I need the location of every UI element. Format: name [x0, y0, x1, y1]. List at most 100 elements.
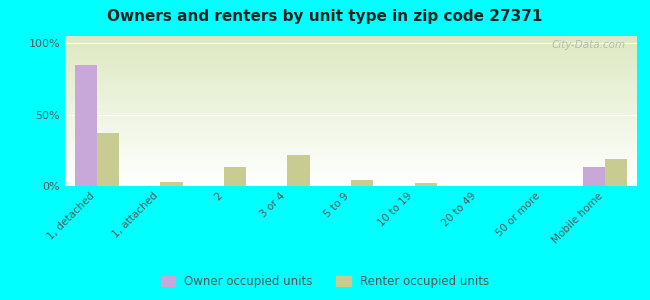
- Bar: [97, 133, 119, 186]
- Bar: [65, 38, 637, 39]
- Bar: [65, 76, 637, 78]
- Bar: [65, 114, 637, 116]
- Bar: [65, 142, 637, 144]
- Bar: [65, 50, 637, 51]
- Bar: [287, 154, 309, 186]
- Bar: [65, 82, 637, 84]
- Bar: [65, 156, 637, 158]
- Bar: [65, 64, 637, 66]
- Bar: [65, 148, 637, 150]
- Bar: [65, 85, 637, 87]
- Bar: [65, 93, 637, 94]
- Bar: [65, 108, 637, 110]
- Bar: [65, 96, 637, 98]
- Bar: [65, 129, 637, 130]
- Bar: [65, 99, 637, 100]
- Bar: [65, 46, 637, 48]
- Bar: [65, 58, 637, 60]
- Bar: [65, 184, 637, 186]
- Bar: [65, 152, 637, 153]
- Bar: [65, 177, 637, 178]
- Bar: [65, 126, 637, 128]
- Bar: [65, 51, 637, 52]
- Bar: [65, 48, 637, 50]
- Bar: [65, 36, 637, 38]
- Bar: [65, 180, 637, 182]
- Bar: [65, 134, 637, 135]
- Bar: [65, 158, 637, 159]
- Bar: [65, 74, 637, 75]
- Bar: [75, 64, 97, 186]
- Bar: [65, 111, 637, 112]
- Bar: [65, 150, 637, 152]
- Bar: [65, 172, 637, 174]
- Bar: [65, 169, 637, 171]
- Bar: [65, 57, 637, 58]
- Bar: [65, 138, 637, 140]
- Bar: [65, 123, 637, 124]
- Bar: [65, 44, 637, 45]
- Bar: [65, 183, 637, 184]
- Bar: [65, 81, 637, 82]
- Bar: [65, 70, 637, 72]
- Bar: [65, 135, 637, 136]
- Bar: [65, 103, 637, 105]
- Bar: [65, 42, 637, 44]
- Bar: [65, 154, 637, 156]
- Bar: [65, 75, 637, 76]
- Bar: [65, 132, 637, 134]
- Bar: [65, 106, 637, 108]
- Bar: [65, 117, 637, 118]
- Bar: [65, 141, 637, 142]
- Bar: [65, 100, 637, 102]
- Bar: [65, 136, 637, 138]
- Bar: [65, 110, 637, 111]
- Bar: [65, 153, 637, 154]
- Bar: [65, 182, 637, 183]
- Bar: [65, 60, 637, 61]
- Bar: [65, 124, 637, 126]
- Bar: [65, 98, 637, 99]
- Bar: [65, 165, 637, 166]
- Bar: [605, 159, 627, 186]
- Legend: Owner occupied units, Renter occupied units: Owner occupied units, Renter occupied un…: [161, 275, 489, 288]
- Bar: [65, 144, 637, 146]
- Bar: [65, 128, 637, 129]
- Bar: [65, 87, 637, 88]
- Bar: [65, 54, 637, 56]
- Bar: [415, 183, 437, 186]
- Bar: [65, 162, 637, 164]
- Bar: [65, 63, 637, 64]
- Bar: [65, 146, 637, 147]
- Bar: [65, 105, 637, 106]
- Bar: [65, 84, 637, 86]
- Bar: [65, 94, 637, 96]
- Text: City-Data.com: City-Data.com: [551, 40, 625, 50]
- Bar: [65, 90, 637, 92]
- Bar: [65, 56, 637, 57]
- Text: Owners and renters by unit type in zip code 27371: Owners and renters by unit type in zip c…: [107, 9, 543, 24]
- Bar: [65, 171, 637, 172]
- Bar: [65, 78, 637, 80]
- Bar: [65, 80, 637, 81]
- Bar: [65, 140, 637, 141]
- Bar: [583, 167, 605, 186]
- Bar: [65, 118, 637, 120]
- Bar: [65, 130, 637, 132]
- Bar: [65, 52, 637, 54]
- Bar: [65, 39, 637, 40]
- Bar: [65, 88, 637, 90]
- Bar: [65, 122, 637, 123]
- Bar: [65, 112, 637, 114]
- Bar: [65, 69, 637, 70]
- Bar: [65, 176, 637, 177]
- Bar: [161, 182, 183, 186]
- Bar: [65, 40, 637, 42]
- Bar: [65, 160, 637, 162]
- Bar: [65, 178, 637, 180]
- Bar: [224, 167, 246, 186]
- Bar: [65, 167, 637, 168]
- Bar: [65, 174, 637, 176]
- Bar: [65, 147, 637, 148]
- Bar: [65, 159, 637, 160]
